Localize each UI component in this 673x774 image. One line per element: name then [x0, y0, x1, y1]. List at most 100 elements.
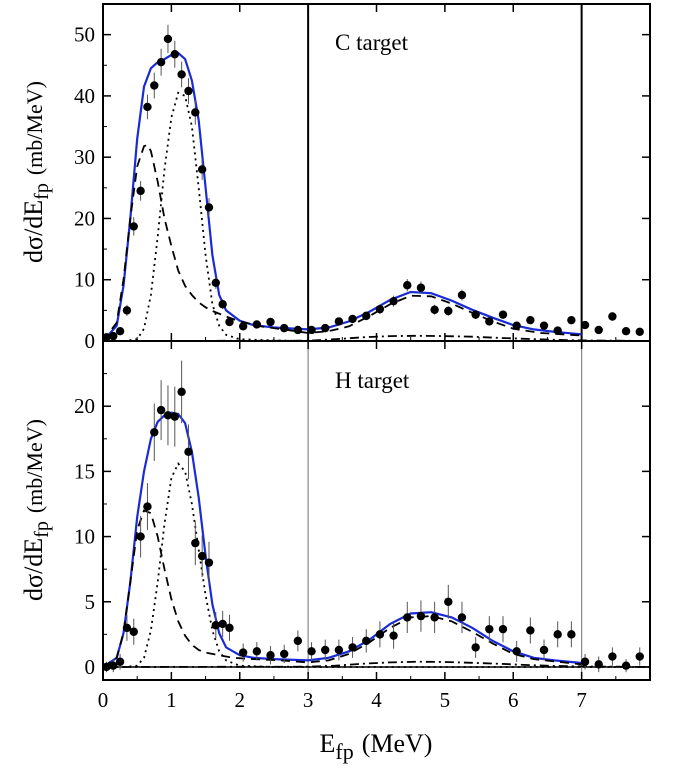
data-point — [266, 651, 275, 660]
data-point — [293, 325, 303, 335]
data-point — [457, 290, 467, 300]
data-point — [362, 311, 371, 321]
h-target-panel: 0 5 10 15 20 0 1 2 3 4 5 6 7 — [74, 341, 651, 712]
curve-dashed — [102, 509, 582, 668]
data-point — [594, 660, 603, 669]
x-tick-label: 1 — [166, 688, 177, 712]
curve-solid — [102, 51, 582, 342]
data-point — [416, 611, 426, 621]
data-point — [170, 50, 179, 59]
data-point — [218, 300, 227, 309]
data-point — [321, 323, 330, 333]
x-axis-title-unit: (MeV) — [362, 729, 433, 758]
data-point — [191, 108, 200, 117]
data-point — [512, 321, 521, 330]
data-point — [539, 645, 549, 655]
data-point — [608, 312, 617, 321]
data-point — [238, 322, 248, 331]
data-point — [389, 296, 398, 306]
data-point — [498, 624, 508, 634]
data-point — [177, 70, 186, 79]
x-axis-title: Efp (MeV) — [320, 729, 433, 764]
y-tick-label: 50 — [74, 23, 95, 47]
y-tick-label: 0 — [85, 655, 96, 679]
data-point — [403, 613, 412, 622]
data-point — [348, 314, 357, 324]
bottom-panel-label: H target — [335, 368, 410, 393]
data-point — [279, 323, 289, 333]
data-point — [362, 636, 371, 646]
x-tick-label: 4 — [371, 688, 382, 712]
data-point — [416, 283, 426, 292]
data-point — [177, 387, 186, 397]
data-point — [184, 447, 193, 457]
data-point — [136, 532, 145, 541]
data-point — [109, 661, 118, 670]
curve-dashed — [102, 143, 582, 342]
data-point — [122, 623, 132, 633]
data-point — [150, 428, 159, 437]
data-point — [512, 647, 521, 656]
top-y-axis-title-main: dσ/dE — [19, 200, 48, 263]
y-tick-label: 10 — [74, 268, 95, 292]
data-point — [621, 326, 631, 336]
top-y-axis-title: dσ/dEfp (mb/MeV) — [19, 81, 53, 263]
data-point — [163, 34, 173, 44]
data-point — [266, 317, 275, 327]
data-point — [143, 102, 152, 112]
y-tick-label: 5 — [85, 590, 96, 614]
bottom-y-axis-title-unit: (mb/MeV) — [22, 419, 47, 513]
y-tick-label: 20 — [74, 206, 95, 230]
data-point — [307, 325, 316, 335]
data-point — [375, 304, 385, 314]
data-point — [136, 186, 145, 196]
data-point — [621, 661, 631, 670]
y-tick-label: 40 — [74, 84, 95, 108]
data-point — [109, 331, 118, 341]
data-point — [471, 643, 480, 652]
x-axis-title-sub: fp — [335, 739, 353, 764]
bottom-y-axis-title: dσ/dEfp (mb/MeV) — [19, 419, 53, 601]
data-point — [567, 315, 576, 325]
data-point — [211, 278, 221, 287]
data-point — [430, 613, 439, 622]
data-point — [430, 305, 439, 314]
data-point — [471, 310, 480, 319]
y-tick-label: 0 — [85, 329, 96, 353]
y-tick-label: 10 — [74, 525, 95, 549]
data-point — [553, 630, 562, 639]
data-point — [279, 649, 289, 659]
data-point — [444, 597, 453, 606]
data-point — [115, 657, 125, 666]
data-point — [498, 310, 508, 319]
data-point — [457, 613, 467, 622]
data-point — [115, 326, 125, 336]
data-point — [539, 321, 549, 330]
c-target-panel: 0 10 20 30 40 50 — [74, 4, 651, 353]
y-tick-label: 30 — [74, 145, 95, 169]
data-point — [102, 333, 111, 342]
data-point — [197, 551, 207, 561]
data-point — [197, 165, 207, 174]
data-point — [375, 630, 385, 639]
data-point — [184, 86, 193, 96]
data-point — [526, 315, 535, 325]
data-point — [444, 306, 453, 316]
bottom-y-axis-title-sub: fp — [31, 521, 53, 538]
curve-dotted — [123, 91, 650, 342]
data-point — [608, 652, 617, 661]
data-point — [252, 320, 262, 329]
data-point — [252, 647, 262, 656]
data-point — [204, 203, 214, 212]
top-y-axis-title-sub: fp — [31, 183, 53, 200]
x-tick-label: 3 — [303, 688, 314, 712]
data-point — [389, 631, 398, 640]
data-point — [191, 538, 200, 548]
data-point — [526, 626, 535, 635]
data-point — [403, 281, 412, 290]
data-point — [594, 325, 603, 335]
curve-solid — [102, 411, 582, 668]
data-point — [211, 621, 221, 630]
data-point — [170, 412, 179, 421]
